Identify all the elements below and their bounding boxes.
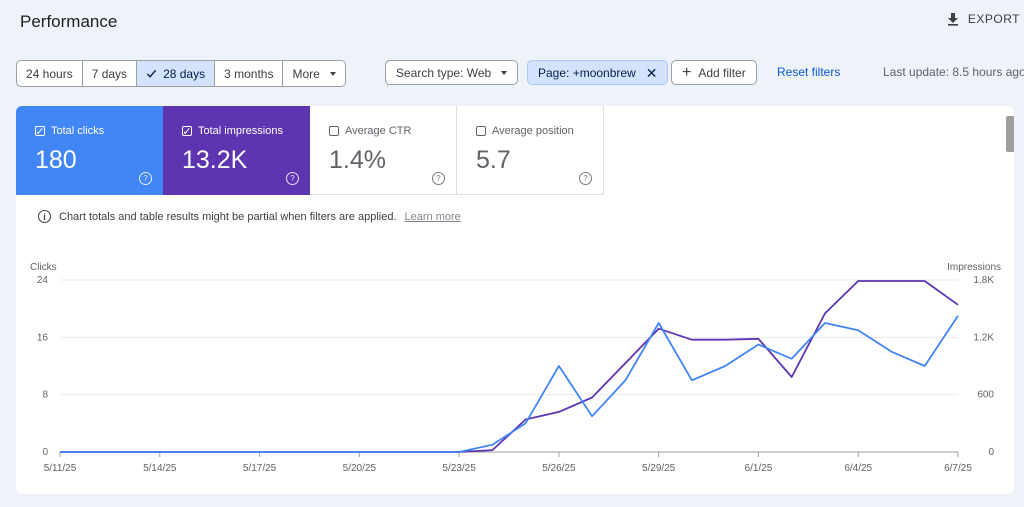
x-tick-label: 6/4/25	[844, 463, 872, 474]
export-label: EXPORT	[967, 12, 1020, 26]
metric-label: Total impressions	[198, 125, 283, 137]
metric-value: 180	[35, 146, 77, 174]
date-option-24-hours[interactable]: 24 hours	[17, 61, 83, 86]
filter-bar: 24 hours 7 days 28 days 3 months More Se…	[16, 60, 1024, 87]
plus-icon: +	[682, 63, 692, 81]
x-tick-label: 5/14/25	[143, 463, 177, 474]
metric-total-impressions[interactable]: ✓ Total impressions 13.2K ?	[163, 106, 310, 195]
x-tick-label: 5/20/25	[343, 463, 377, 474]
x-tick-label: 5/17/25	[243, 463, 277, 474]
checkbox-checked-icon[interactable]: ✓	[35, 125, 45, 138]
metric-value: 5.7	[476, 146, 511, 174]
series-line-impressions	[60, 280, 959, 453]
x-tick-label: 5/23/25	[442, 463, 476, 474]
date-option-28-days[interactable]: 28 days	[137, 61, 216, 86]
right-tick-label: 1.2K	[973, 332, 994, 343]
metric-total-clicks[interactable]: ✓ Total clicks 180 ?	[16, 106, 163, 195]
help-icon[interactable]: ?	[432, 172, 445, 185]
metric-tiles: ✓ Total clicks 180 ? ✓ Total impressions 1…	[16, 106, 604, 195]
partial-data-notice: i Chart totals and table results might b…	[38, 210, 461, 223]
chevron-down-icon	[329, 71, 336, 76]
left-axis-label: Clicks	[30, 262, 57, 273]
x-tick-label: 5/11/25	[44, 463, 77, 474]
notice-text: Chart totals and table results might be …	[59, 210, 397, 223]
date-more-dropdown[interactable]: More	[283, 61, 344, 86]
performance-card: ✓ Total clicks 180 ? ✓ Total impressions 1…	[16, 106, 1014, 494]
x-tick-label: 5/26/25	[542, 463, 576, 474]
checkmark-icon	[146, 69, 157, 78]
export-button[interactable]: EXPORT	[946, 12, 1020, 26]
x-tick-label: 6/7/25	[944, 463, 972, 474]
help-icon[interactable]: ?	[579, 172, 592, 185]
left-tick-label: 16	[37, 332, 49, 343]
add-filter-button[interactable]: + Add filter	[671, 60, 757, 85]
last-update-text: Last update: 8.5 hours ago	[883, 65, 1024, 79]
checkbox-unchecked-icon[interactable]	[329, 126, 339, 136]
metric-value: 1.4%	[329, 146, 386, 174]
left-tick-label: 0	[42, 447, 48, 458]
search-type-dropdown[interactable]: Search type: Web	[385, 60, 519, 85]
right-axis-label: Impressions	[947, 262, 1001, 273]
x-tick-label: 6/1/25	[745, 463, 773, 474]
metric-label: Total clicks	[51, 125, 105, 137]
info-icon: i	[38, 210, 51, 223]
learn-more-link[interactable]: Learn more	[404, 210, 461, 223]
metric-label: Average CTR	[345, 125, 412, 137]
metric-average-position[interactable]: Average position 5.7 ?	[457, 106, 604, 195]
help-icon[interactable]: ?	[139, 172, 152, 185]
metric-label: Average position	[492, 125, 574, 137]
reset-filters-link[interactable]: Reset filters	[777, 65, 841, 79]
checkbox-checked-icon[interactable]: ✓	[182, 125, 192, 138]
page-filter-chip[interactable]: Page: +moonbrew ✕	[527, 60, 669, 85]
date-option-3-months[interactable]: 3 months	[215, 61, 284, 86]
page-title: Performance	[20, 12, 118, 31]
page-header: Performance EXPORT	[0, 0, 1024, 44]
metric-average-ctr[interactable]: Average CTR 1.4% ?	[310, 106, 457, 195]
right-tick-label: 1.8K	[973, 275, 994, 286]
date-option-7-days[interactable]: 7 days	[83, 61, 138, 86]
left-tick-label: 24	[37, 275, 49, 286]
performance-chart: 24 16 8 0 1.8K 1.2K 600 0 Clicks Impressions 5/11/…	[30, 262, 1001, 474]
close-icon[interactable]: ✕	[645, 64, 658, 81]
right-tick-label: 0	[988, 447, 994, 458]
help-icon[interactable]: ?	[286, 172, 299, 185]
left-tick-label: 8	[42, 390, 48, 401]
checkbox-unchecked-icon[interactable]	[476, 126, 486, 136]
date-range-selector: 24 hours 7 days 28 days 3 months More	[16, 60, 346, 87]
side-scroll-tab[interactable]	[1006, 116, 1014, 152]
x-tick-label: 5/29/25	[642, 463, 676, 474]
metric-value: 13.2K	[182, 146, 248, 174]
download-icon	[947, 13, 958, 26]
chevron-down-icon	[501, 70, 508, 75]
right-tick-label: 600	[977, 390, 994, 401]
series-line-clicks	[60, 315, 959, 453]
